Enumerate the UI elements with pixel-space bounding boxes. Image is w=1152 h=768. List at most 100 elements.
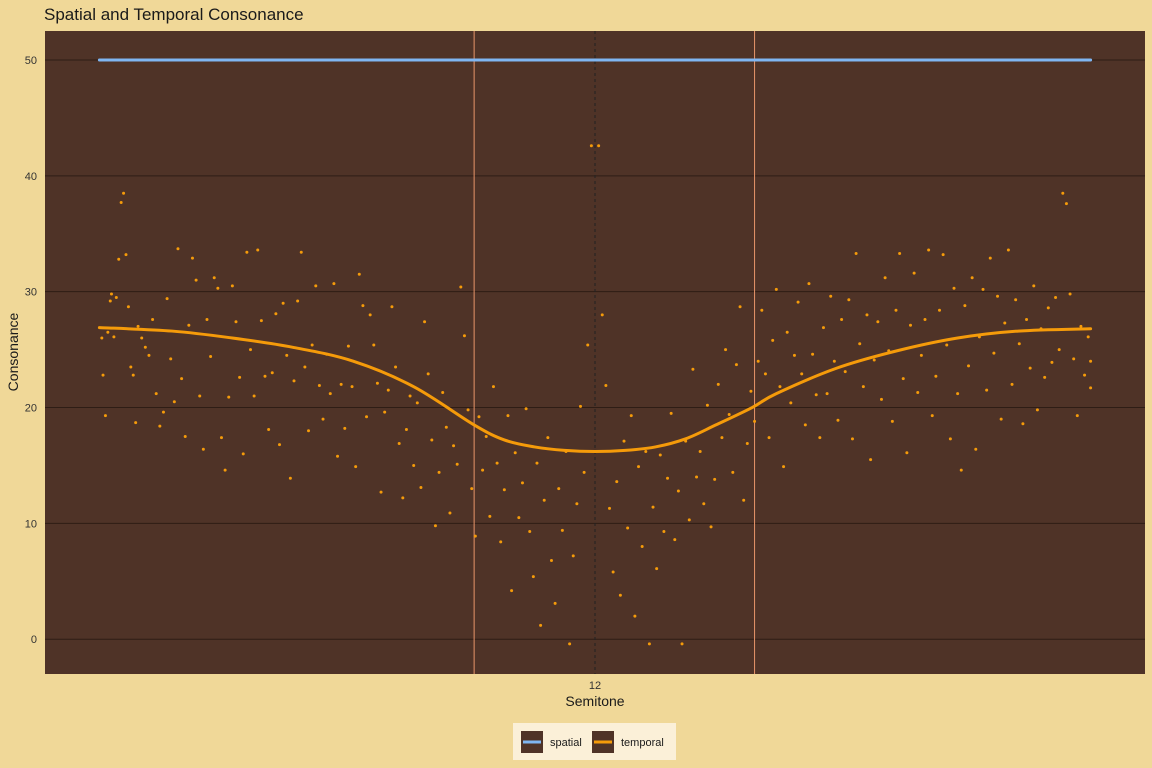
data-point <box>709 525 713 529</box>
y-tick-label: 10 <box>25 518 37 530</box>
y-tick-label: 40 <box>25 171 37 183</box>
data-point <box>227 395 231 399</box>
data-point <box>248 348 252 352</box>
data-point <box>836 418 840 422</box>
data-point <box>789 401 793 405</box>
legend: spatial temporal <box>513 723 676 760</box>
data-point <box>1032 284 1036 288</box>
data-point <box>586 343 590 347</box>
data-point <box>131 373 135 377</box>
data-point <box>821 326 825 330</box>
data-point <box>151 317 155 321</box>
data-point <box>774 287 778 291</box>
data-point <box>484 434 488 438</box>
legend-label: spatial <box>550 737 582 749</box>
data-point <box>1079 324 1083 328</box>
data-point <box>908 323 912 327</box>
data-point <box>357 272 361 276</box>
data-point <box>1025 317 1029 321</box>
data-point <box>187 323 191 327</box>
data-point <box>655 567 659 571</box>
data-point <box>695 475 699 479</box>
data-point <box>112 335 116 339</box>
data-point <box>858 342 862 346</box>
data-point <box>557 487 561 491</box>
data-point <box>100 336 104 340</box>
data-point <box>872 358 876 362</box>
data-point <box>974 447 978 451</box>
data-point <box>1006 248 1010 252</box>
data-point <box>531 575 535 579</box>
data-point <box>223 468 227 472</box>
data-point <box>876 320 880 324</box>
data-point <box>296 299 300 303</box>
data-point <box>455 462 459 466</box>
series-layer <box>97 58 1093 646</box>
data-point <box>1010 382 1014 386</box>
data-point <box>760 308 764 312</box>
data-point <box>850 437 854 441</box>
data-point <box>238 375 242 379</box>
data-point <box>988 256 992 260</box>
data-point <box>854 251 858 255</box>
data-point <box>582 470 586 474</box>
y-axis-title: Consonance <box>5 312 21 391</box>
data-point <box>542 498 546 502</box>
data-point <box>785 330 789 334</box>
data-point <box>328 392 332 396</box>
data-point <box>219 436 223 440</box>
data-point <box>510 589 514 593</box>
data-point <box>122 191 126 195</box>
data-point <box>1083 373 1087 377</box>
data-point <box>499 540 503 544</box>
data-point <box>647 642 651 646</box>
data-point <box>423 320 427 324</box>
data-point <box>916 390 920 394</box>
data-point <box>615 480 619 484</box>
data-point <box>459 285 463 289</box>
data-point <box>734 363 738 367</box>
data-point <box>644 450 648 454</box>
data-point <box>952 286 956 290</box>
data-point <box>1035 408 1039 412</box>
data-point <box>386 388 390 392</box>
data-point <box>745 441 749 445</box>
data-point <box>172 400 176 404</box>
data-point <box>727 412 731 416</box>
data-point <box>158 424 162 428</box>
data-point <box>539 623 543 627</box>
x-axis-title: Semitone <box>565 693 624 709</box>
data-point <box>930 414 934 418</box>
x-axis-ticks: 12 <box>589 680 601 692</box>
data-point <box>865 313 869 317</box>
data-point <box>343 426 347 430</box>
data-point <box>256 248 260 252</box>
legend-item-temporal: temporal <box>592 731 664 753</box>
data-point <box>169 357 173 361</box>
data-point <box>180 377 184 381</box>
data-point <box>705 403 709 407</box>
data-point <box>832 359 836 363</box>
data-point <box>109 292 113 296</box>
data-point <box>901 377 905 381</box>
data-point <box>444 425 448 429</box>
data-point <box>473 534 477 538</box>
data-point <box>339 382 343 386</box>
data-point <box>430 438 434 442</box>
data-point <box>292 379 296 383</box>
data-point <box>106 330 110 334</box>
data-point <box>680 642 684 646</box>
data-point <box>441 390 445 394</box>
data-point <box>448 511 452 515</box>
data-point <box>1028 366 1032 370</box>
data-point <box>433 524 437 528</box>
data-point <box>216 286 220 290</box>
data-point <box>281 301 285 305</box>
reference-lines <box>473 31 756 674</box>
data-point <box>967 364 971 368</box>
data-point <box>154 392 158 396</box>
data-point <box>365 415 369 419</box>
data-point <box>234 320 238 324</box>
data-point <box>963 304 967 308</box>
